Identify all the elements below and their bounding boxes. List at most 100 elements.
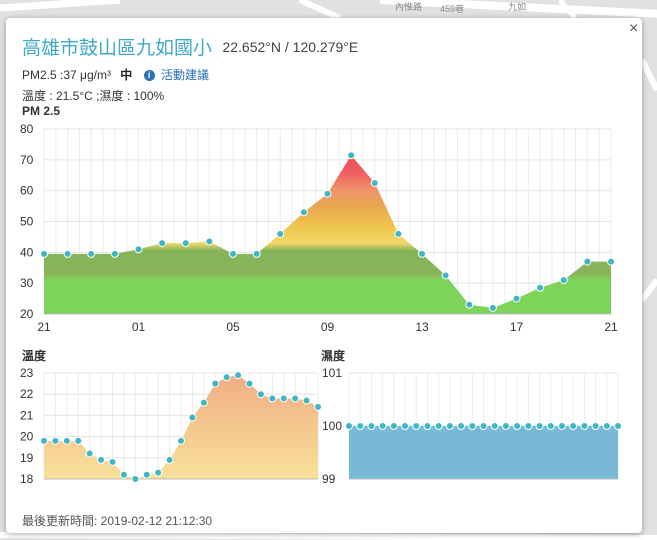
data-point bbox=[370, 178, 379, 187]
x-tick-label: 05 bbox=[226, 320, 240, 334]
y-tick-label: 80 bbox=[20, 122, 34, 136]
data-point bbox=[468, 422, 477, 430]
data-point bbox=[434, 422, 443, 430]
pm25-summary: PM2.5 :37 μg/m³ 中 i 活動建議 bbox=[22, 66, 209, 83]
map-label: 內惟路 bbox=[395, 1, 422, 12]
popup-header: 高雄市鼓山區九如國小 22.652°N / 120.279°E bbox=[22, 33, 358, 60]
data-point bbox=[378, 422, 387, 430]
data-point bbox=[131, 475, 140, 483]
data-point bbox=[479, 422, 488, 430]
data-point bbox=[165, 455, 174, 464]
info-icon[interactable]: i bbox=[143, 70, 155, 81]
data-point bbox=[513, 422, 522, 430]
x-tick-label: 13 bbox=[415, 320, 429, 334]
y-tick-label: 18 bbox=[20, 472, 34, 486]
data-point bbox=[367, 422, 376, 430]
data-point bbox=[418, 249, 426, 258]
data-point bbox=[465, 300, 474, 309]
data-point bbox=[252, 249, 261, 258]
y-tick-label: 70 bbox=[20, 153, 34, 167]
data-point bbox=[583, 257, 592, 266]
data-point bbox=[154, 468, 163, 477]
data-point bbox=[389, 422, 398, 430]
data-point bbox=[268, 394, 277, 403]
data-point bbox=[63, 249, 72, 258]
x-tick-label: 09 bbox=[321, 320, 335, 334]
y-tick-label: 99 bbox=[322, 472, 336, 486]
data-point bbox=[580, 422, 589, 430]
data-point bbox=[394, 229, 403, 238]
station-name[interactable]: 高雄市鼓山區九如國小 bbox=[22, 38, 213, 59]
last-updated: 最後更新時間: 2019-02-12 21:12:30 bbox=[22, 514, 213, 528]
data-point bbox=[614, 422, 622, 430]
data-point bbox=[546, 422, 555, 430]
data-point bbox=[536, 283, 545, 292]
data-point bbox=[356, 422, 365, 430]
data-point bbox=[87, 249, 96, 258]
data-point bbox=[62, 436, 71, 445]
data-point bbox=[40, 436, 48, 445]
data-point bbox=[607, 257, 615, 266]
data-point bbox=[256, 390, 265, 399]
y-tick-label: 100 bbox=[322, 419, 342, 433]
map-label: 九如 bbox=[508, 1, 526, 12]
y-tick-label: 22 bbox=[20, 387, 34, 401]
y-tick-label: 20 bbox=[20, 430, 34, 444]
data-point bbox=[74, 436, 83, 445]
x-tick-label: 01 bbox=[132, 320, 146, 334]
data-point bbox=[323, 189, 332, 198]
temp-humidity-summary: 溫度 : 21.5°C ;濕度 : 100% bbox=[22, 89, 165, 103]
data-point bbox=[457, 422, 466, 430]
data-point bbox=[569, 422, 578, 430]
data-point bbox=[134, 245, 143, 254]
pm25-chart[interactable]: 20 30 40 50 60 70 80 21 01 05 09 13 17 21 bbox=[0, 120, 640, 340]
data-point bbox=[110, 249, 119, 258]
data-point bbox=[108, 458, 117, 467]
map-label: 459巷 bbox=[440, 4, 464, 14]
data-point bbox=[276, 229, 285, 238]
data-point bbox=[423, 422, 432, 430]
data-point bbox=[199, 398, 208, 407]
y-tick-label: 40 bbox=[20, 245, 34, 259]
data-point bbox=[591, 422, 600, 430]
data-point bbox=[488, 303, 497, 312]
y-tick-label: 101 bbox=[322, 366, 342, 380]
station-coordinates: 22.652°N / 120.279°E bbox=[222, 38, 359, 55]
data-point bbox=[97, 455, 106, 464]
area-fill bbox=[44, 375, 318, 479]
data-point bbox=[158, 239, 167, 248]
data-point bbox=[234, 371, 243, 380]
data-point bbox=[299, 208, 308, 217]
data-point bbox=[501, 422, 510, 430]
data-point bbox=[490, 422, 499, 430]
y-tick-label: 60 bbox=[20, 184, 34, 198]
data-point bbox=[314, 402, 322, 411]
area-fill bbox=[44, 155, 611, 314]
temp-chart-title: 溫度 bbox=[22, 349, 47, 363]
y-tick-label: 19 bbox=[20, 451, 34, 465]
data-point bbox=[512, 294, 521, 303]
data-point bbox=[557, 422, 566, 430]
data-point bbox=[401, 422, 410, 430]
activity-advice-link[interactable]: 活動建議 bbox=[161, 68, 210, 82]
data-point bbox=[291, 394, 300, 403]
data-point bbox=[445, 422, 454, 430]
data-point bbox=[559, 276, 568, 285]
data-point bbox=[441, 271, 450, 280]
data-point bbox=[51, 436, 60, 445]
data-point bbox=[302, 396, 311, 405]
temperature-chart[interactable]: 18 19 20 21 22 23 bbox=[0, 362, 330, 490]
data-point bbox=[205, 237, 214, 246]
data-point bbox=[279, 394, 288, 403]
y-tick-label: 23 bbox=[20, 366, 34, 380]
x-tick-label: 21 bbox=[604, 320, 618, 334]
data-point bbox=[181, 239, 190, 248]
humidity-chart[interactable]: 99 100 101 bbox=[300, 362, 630, 490]
close-button[interactable]: × bbox=[629, 20, 639, 37]
data-point bbox=[40, 249, 48, 258]
pm25-chart-title: PM 2.5 bbox=[22, 104, 61, 118]
y-tick-label: 21 bbox=[20, 408, 34, 422]
data-point bbox=[85, 449, 94, 458]
data-point bbox=[535, 422, 544, 430]
pm25-value: PM2.5 :37 μg/m³ bbox=[22, 68, 111, 82]
